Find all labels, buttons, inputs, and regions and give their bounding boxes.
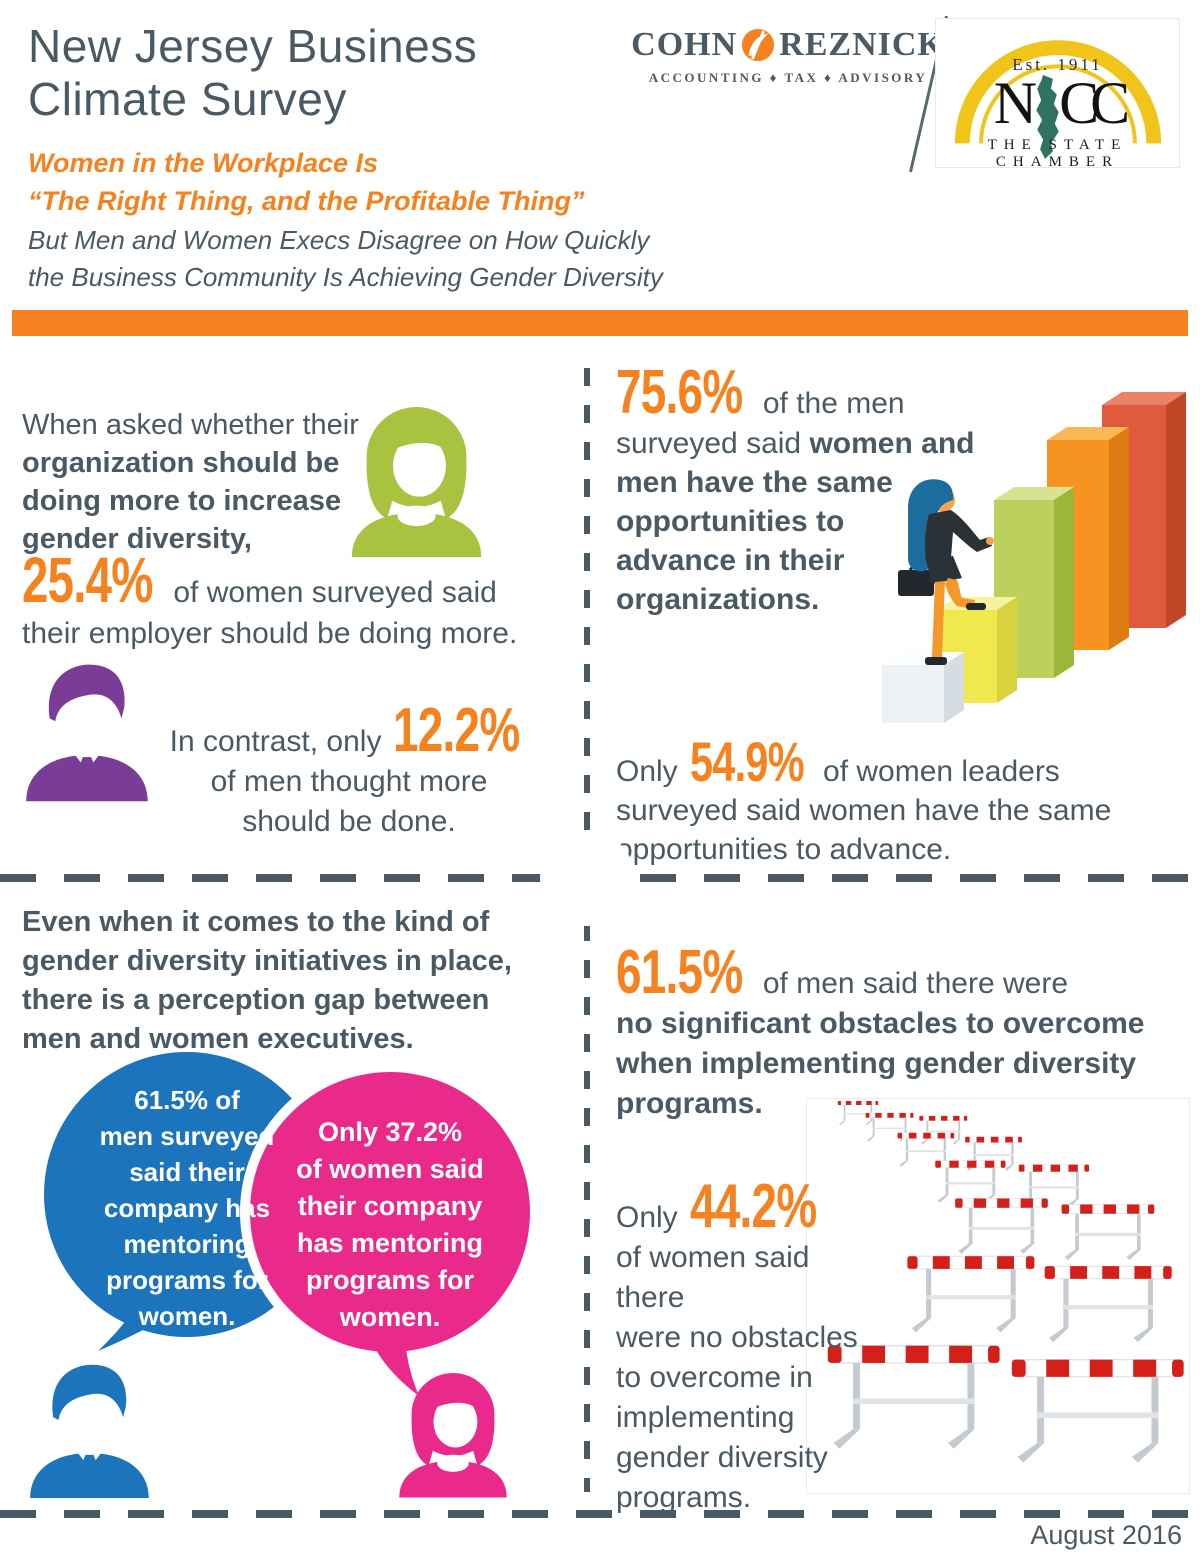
q4-stat-line4: programs. bbox=[616, 1087, 763, 1120]
chamber-est-text: Est. 1911 bbox=[1012, 55, 1103, 74]
q3-heading-line1: Even when it comes to the kind of bbox=[22, 906, 490, 938]
headline: Women in the Workplace Is “The Right Thi… bbox=[28, 144, 584, 220]
state-chamber-logo: Est. 1911 N CC THE STATE CHAMBER bbox=[935, 18, 1180, 170]
speech-bubble-women-tail bbox=[365, 1320, 419, 1396]
q2-stat-line3: men have the same bbox=[616, 466, 893, 499]
q2-stat-line5: advance in their bbox=[616, 544, 845, 577]
chamber-letter-n: N bbox=[993, 70, 1038, 136]
q2-women-rest: of women leaders bbox=[823, 755, 1060, 788]
q4-women-line5: gender diversity bbox=[616, 1441, 828, 1474]
q3-heading-line2: gender diversity initiatives in place, bbox=[22, 945, 512, 977]
q2-stat: 75.6% of the men surveyed said women and… bbox=[616, 362, 1046, 619]
woman-avatar-icon-green bbox=[343, 403, 490, 558]
q4-stat: 61.5% of men said there were no signific… bbox=[616, 942, 1186, 1124]
q2-stat-line2-bold: women and bbox=[809, 427, 975, 460]
cohnreznick-word-cohn: COHN bbox=[631, 26, 738, 63]
new-jersey-state-icon bbox=[1033, 73, 1063, 161]
q4-stat-line2: no significant obstacles to overcome bbox=[616, 1007, 1145, 1040]
headline-line2: “The Right Thing, and the Profitable Thi… bbox=[28, 186, 585, 216]
q1-contrast-line3: should be done. bbox=[242, 805, 456, 838]
q4-stat-value: 61.5% bbox=[616, 938, 743, 1007]
orange-divider-bar bbox=[12, 310, 1188, 336]
chamber-caption: THE STATE CHAMBER bbox=[987, 137, 1128, 170]
subheadline-line2: the Business Community Is Achieving Gend… bbox=[28, 262, 663, 292]
q3-heading-line3: there is a perception gap between bbox=[22, 984, 490, 1016]
q4-women-pre: Only bbox=[616, 1201, 678, 1234]
page-title: New Jersey Business Climate Survey bbox=[28, 20, 477, 126]
q2-women-line3: opportunities to advance. bbox=[616, 833, 952, 866]
q2-stat-line2-regular: surveyed said bbox=[616, 427, 802, 460]
q3-heading-line4: men and women executives. bbox=[22, 1023, 414, 1055]
q2-stat-value: 75.6% bbox=[616, 358, 743, 427]
q2-women-pre: Only bbox=[616, 755, 678, 788]
q4-women-line6: programs. bbox=[616, 1481, 752, 1514]
cohnreznick-logo: COHN REZNICK ACCOUNTING ♦ TAX ♦ ADVISORY bbox=[631, 26, 944, 86]
publication-date: August 2016 bbox=[1030, 1520, 1182, 1550]
q2-stat-line6: organizations. bbox=[616, 583, 820, 616]
bar-chart-climb-illustration bbox=[732, 388, 1187, 728]
q2-stat-line4: opportunities to bbox=[616, 505, 845, 538]
q4-women-line3: to overcome in bbox=[616, 1361, 813, 1394]
center-circle bbox=[540, 831, 635, 926]
man-avatar-icon-blue bbox=[22, 1358, 157, 1498]
speech-bubble-women bbox=[250, 1072, 530, 1352]
q4-women-line1: of women said there bbox=[616, 1241, 810, 1314]
cohnreznick-word-reznick: REZNICK bbox=[779, 26, 945, 63]
chamber-letters-cc: CC bbox=[1059, 70, 1130, 136]
q2-women-stat: Only 54.9% of women leaders surveyed sai… bbox=[616, 734, 1176, 869]
speech-bubble-women-text: Only 37.2% of women said their company h… bbox=[296, 1117, 484, 1332]
q2-women-value: 54.9% bbox=[689, 730, 805, 793]
speech-bubble-men-text: 61.5% of men surveyed said their company… bbox=[99, 1085, 275, 1331]
q1-contrast-pre: In contrast, only bbox=[169, 725, 382, 758]
cohnreznick-tagline: ACCOUNTING ♦ TAX ♦ ADVISORY bbox=[648, 70, 928, 85]
woman-avatar-icon-pink bbox=[392, 1370, 514, 1498]
q4-women-line4: implementing bbox=[616, 1401, 795, 1434]
page-title-line1: New Jersey Business bbox=[28, 20, 478, 72]
q1-contrast-value: 12.2% bbox=[393, 696, 520, 765]
q1-intro-line2: organization should be bbox=[22, 447, 340, 479]
q4-women-stat: Only 44.2% of women said there were no o… bbox=[616, 1176, 866, 1518]
q1-contrast-line2: of men thought more bbox=[210, 765, 488, 798]
q1-intro-line4: gender diversity, bbox=[22, 523, 252, 555]
q4-women-line2: were no obstacles bbox=[616, 1321, 858, 1354]
climbing-woman-illustration bbox=[898, 479, 994, 665]
q1-intro-line3: doing more to increase bbox=[22, 485, 342, 517]
q4-women-value: 44.2% bbox=[689, 1172, 817, 1241]
q4-stat-line3: when implementing gender diversity bbox=[616, 1047, 1137, 1080]
headline-line1: Women in the Workplace Is bbox=[28, 148, 379, 178]
q1-stat-line2: their employer should be doing more. bbox=[22, 617, 518, 650]
q1-stat: 25.4% of women surveyed said their emplo… bbox=[22, 548, 582, 653]
hurdles-illustration bbox=[806, 1098, 1190, 1494]
man-avatar-icon-purple bbox=[18, 656, 156, 803]
q3-heading: Even when it comes to the kind of gender… bbox=[22, 903, 512, 1059]
footer-dashed-divider bbox=[0, 1510, 1200, 1518]
q1-intro-line1: When asked whether their bbox=[22, 409, 359, 441]
page-title-line2: Climate Survey bbox=[28, 73, 347, 125]
subheadline-line1: But Men and Women Execs Disagree on How … bbox=[28, 225, 650, 255]
q4-stat-rest: of men said there were bbox=[762, 967, 1069, 1000]
q1-stat-value: 25.4% bbox=[22, 544, 153, 616]
chamber-arc-icon bbox=[954, 40, 1162, 144]
cohnreznick-logo-icon bbox=[741, 28, 775, 62]
q1-contrast-text: In contrast, only 12.2% of men thought m… bbox=[168, 700, 530, 842]
q1-stat-rest: of women surveyed said bbox=[173, 576, 497, 609]
vertical-dashed-divider bbox=[584, 368, 590, 1492]
q2-women-line2: surveyed said women have the same bbox=[616, 794, 1112, 827]
subheadline: But Men and Women Execs Disagree on How … bbox=[28, 222, 663, 296]
q2-stat-rest: of the men bbox=[762, 387, 905, 420]
q1-intro-text: When asked whether their organization sh… bbox=[22, 406, 359, 558]
speech-bubble-men-tail bbox=[98, 1277, 190, 1351]
